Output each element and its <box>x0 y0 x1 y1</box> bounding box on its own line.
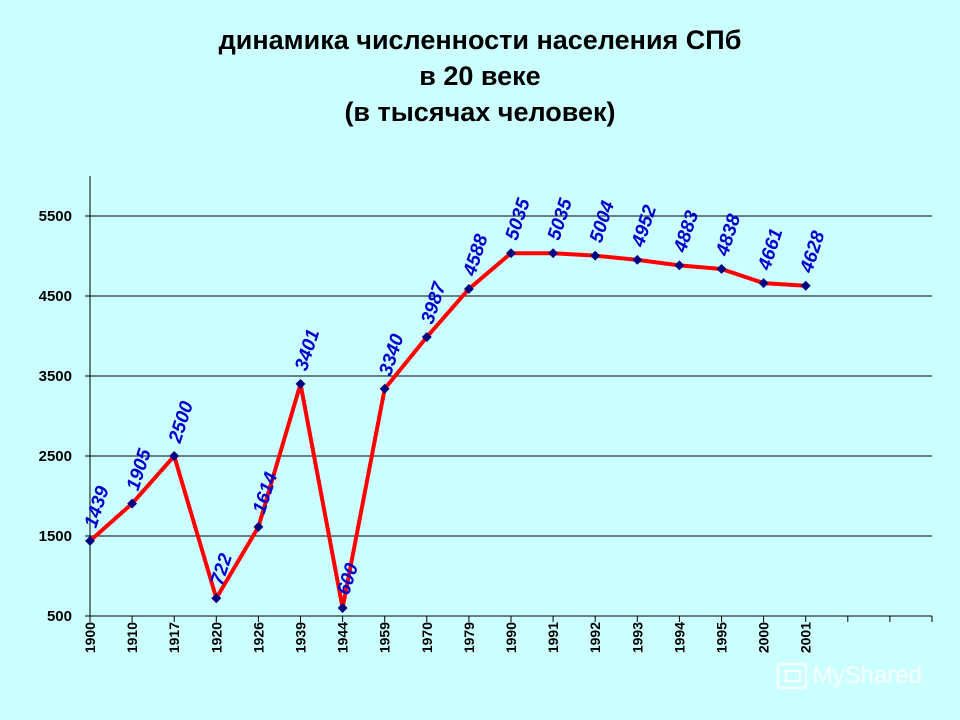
data-point <box>211 593 222 604</box>
data-label: 600 <box>333 560 363 597</box>
chart-title: динамика численности населения СПб в 20 … <box>0 22 960 130</box>
x-tick-label: 2000 <box>756 622 772 653</box>
data-label: 2500 <box>165 398 198 446</box>
data-point <box>253 521 264 532</box>
data-point <box>295 378 306 389</box>
x-tick-label: 1959 <box>377 622 393 653</box>
x-tick-label: 1970 <box>419 622 435 653</box>
data-point <box>590 250 601 261</box>
x-tick-label: 1994 <box>671 622 687 653</box>
data-label: 4952 <box>628 202 661 250</box>
watermark: MyShared <box>776 662 922 690</box>
data-label: 1905 <box>123 446 156 493</box>
data-label: 3401 <box>291 327 324 374</box>
data-point <box>421 332 432 342</box>
data-point <box>379 383 390 394</box>
x-tick-label: 1991 <box>545 622 561 653</box>
data-label: 3340 <box>375 331 408 378</box>
data-point <box>674 260 685 271</box>
data-label: 5035 <box>502 196 535 243</box>
data-label: 4838 <box>712 211 745 259</box>
x-tick-label: 1990 <box>503 622 519 653</box>
data-point <box>716 264 727 274</box>
x-tick-label: 1926 <box>250 622 266 653</box>
x-tick-label: 1920 <box>208 622 224 653</box>
data-point <box>548 248 559 259</box>
data-label: 722 <box>207 551 237 588</box>
x-tick-label: 2001 <box>798 622 814 653</box>
data-point <box>800 280 811 291</box>
data-point <box>506 248 516 259</box>
data-label: 5004 <box>586 198 619 245</box>
x-tick-label: 1944 <box>335 622 351 653</box>
data-label: 5035 <box>544 196 577 243</box>
series-line <box>88 251 806 610</box>
title-line-2: в 20 веке <box>419 61 541 91</box>
y-tick-label: 1500 <box>39 528 72 545</box>
x-tick-label: 1939 <box>293 622 309 653</box>
data-point <box>127 498 138 509</box>
data-point <box>758 278 769 289</box>
x-tick-label: 1917 <box>166 622 182 653</box>
data-point <box>632 254 643 265</box>
x-tick-label: 1910 <box>124 622 140 653</box>
x-tick-label: 1995 <box>714 622 730 653</box>
title-line-3: (в тысячах человек) <box>344 97 616 127</box>
data-label: 1614 <box>249 469 282 516</box>
x-tick-label: 1993 <box>629 622 645 653</box>
y-tick-label: 4500 <box>39 288 72 305</box>
y-tick-label: 5500 <box>39 208 72 225</box>
title-line-1: динамика численности населения СПб <box>218 25 742 55</box>
x-tick-label: 1979 <box>461 622 477 653</box>
data-point <box>463 284 474 294</box>
data-label: 4883 <box>670 208 703 256</box>
data-point <box>169 451 180 461</box>
data-point <box>85 535 95 546</box>
y-tick-label: 2500 <box>39 448 72 465</box>
presentation-icon <box>776 663 807 689</box>
watermark-text: MyShared <box>812 662 922 689</box>
y-tick-label: 3500 <box>39 368 72 385</box>
data-label: 4661 <box>754 226 787 274</box>
data-point <box>337 603 348 613</box>
y-tick-label: 500 <box>47 608 72 625</box>
x-tick-label: 1900 <box>82 622 98 653</box>
x-tick-label: 1992 <box>587 622 603 653</box>
data-label: 3987 <box>418 279 451 327</box>
data-label: 4628 <box>796 228 829 276</box>
